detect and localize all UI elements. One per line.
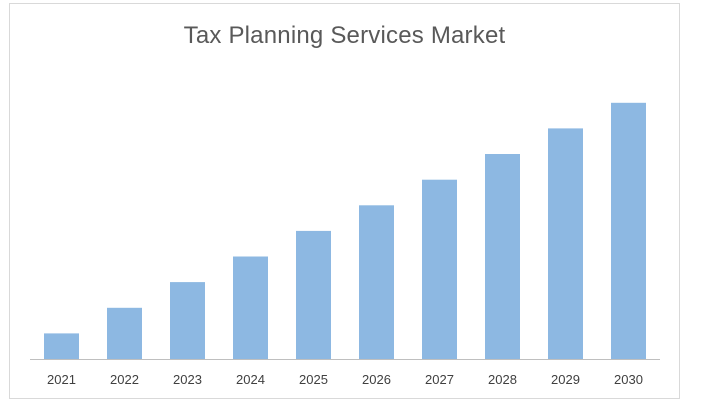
bar-2022 <box>107 307 142 359</box>
bar-2028 <box>485 154 520 359</box>
x-tick-label-2021: 2021 <box>47 372 76 387</box>
bar-2026 <box>359 205 394 359</box>
x-tick-label-2022: 2022 <box>110 372 139 387</box>
tick-labels-group: 2021 2022 2023 2024 2025 2026 2027 2028 2029 2030 <box>47 372 643 387</box>
bar-2023 <box>170 282 205 359</box>
bar-2024 <box>233 256 268 359</box>
bar-2030 <box>611 102 646 360</box>
x-tick-label-2023: 2023 <box>173 372 202 387</box>
chart-frame: Tax Planning Services Market 2021 2022 202… <box>9 3 680 399</box>
x-tick-label-2024: 2024 <box>236 372 265 387</box>
bar-2029 <box>548 128 583 359</box>
x-tick-label-2028: 2028 <box>488 372 517 387</box>
chart-title: Tax Planning Services Market <box>183 22 506 49</box>
x-tick-label-2027: 2027 <box>425 372 454 387</box>
bar-2021 <box>44 333 79 359</box>
x-tick-label-2029: 2029 <box>551 372 580 387</box>
x-tick-label-2030: 2030 <box>614 372 643 387</box>
x-tick-label-2025: 2025 <box>299 372 328 387</box>
bar-2027 <box>422 179 457 359</box>
bar-2025 <box>296 230 331 359</box>
bars-group <box>44 102 646 360</box>
chart-plot: 2021 2022 2023 2024 2025 2026 2027 2028 2029 2030 <box>30 102 660 387</box>
x-tick-label-2026: 2026 <box>362 372 391 387</box>
